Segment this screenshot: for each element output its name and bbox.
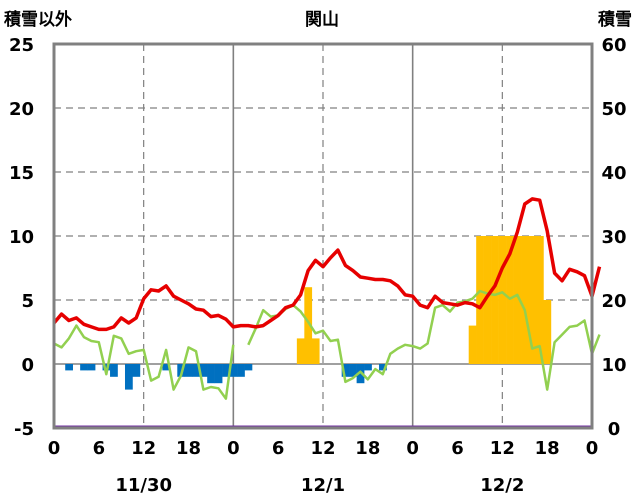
right-tick-label: 20	[601, 291, 626, 312]
x-tick-label: 12	[131, 438, 156, 459]
red-series-line	[52, 197, 602, 332]
right-tick-label: 40	[601, 163, 626, 184]
left-tick-label: 25	[9, 35, 34, 56]
blue-bar	[244, 364, 253, 371]
blue-bar	[65, 364, 73, 371]
left-tick-label: -5	[14, 419, 34, 440]
x-tick-label: 18	[535, 438, 560, 459]
chart-title: 関山	[305, 10, 339, 30]
date-label: 12/1	[301, 475, 345, 496]
blue-bar	[237, 364, 245, 377]
snow-bar	[543, 300, 552, 364]
right-tick-label: 50	[601, 99, 626, 120]
blue-bar	[87, 364, 96, 371]
blue-bar	[207, 364, 215, 384]
snow-bar	[535, 236, 544, 364]
x-tick-label: 0	[48, 438, 61, 459]
x-tick-label: 0	[227, 438, 240, 459]
x-tick-label: 6	[272, 438, 285, 459]
x-tick-label: 0	[586, 438, 599, 459]
date-label: 11/30	[115, 475, 172, 496]
snow-bar	[491, 236, 499, 364]
green-series-line	[53, 289, 601, 400]
blue-bar	[214, 364, 223, 384]
x-tick-label: 18	[176, 438, 201, 459]
left-tick-label: 15	[9, 163, 34, 184]
right-tick-label: 10	[601, 355, 626, 376]
snow-bar	[513, 236, 522, 364]
snow-bar	[296, 338, 305, 364]
blue-bar	[364, 364, 372, 371]
snow-bar	[476, 236, 484, 364]
snow-bar	[498, 236, 507, 364]
snow-bar	[521, 236, 529, 364]
blue-bar	[349, 364, 357, 377]
snow-bar	[483, 236, 492, 364]
date-label: 12/2	[480, 475, 524, 496]
right-tick-label: 60	[601, 35, 626, 56]
blue-bar	[222, 364, 230, 377]
right-tick-label: 0	[608, 419, 621, 440]
snow-bar	[304, 287, 313, 364]
blue-bar	[124, 364, 133, 390]
blue-bar	[162, 364, 171, 371]
left-tick-label: 10	[9, 227, 34, 248]
snow-bar	[311, 338, 320, 364]
left-tick-label: 5	[21, 291, 34, 312]
blue-bar	[341, 364, 350, 377]
blue-bar	[229, 364, 238, 377]
x-tick-label: 12	[490, 438, 515, 459]
blue-bar	[80, 364, 88, 371]
x-tick-label: 6	[451, 438, 464, 459]
x-tick-label: 0	[406, 438, 419, 459]
blue-bar	[192, 364, 201, 377]
right-axis-title: 積雪	[598, 9, 632, 30]
left-axis-title: 積雪以外	[4, 9, 72, 30]
blue-bar	[184, 364, 193, 377]
blue-bar	[199, 364, 208, 377]
plot-area	[52, 44, 602, 429]
snow-bar	[506, 236, 514, 364]
blue-bar	[132, 364, 141, 377]
snow-bar	[528, 236, 537, 364]
blue-bar	[379, 364, 387, 371]
snow-bar	[468, 325, 477, 364]
x-tick-label: 6	[93, 438, 106, 459]
blue-bar	[110, 364, 118, 377]
x-tick-label: 18	[355, 438, 380, 459]
plot-frame	[52, 42, 594, 430]
right-tick-label: 30	[601, 227, 626, 248]
x-tick-label: 12	[310, 438, 335, 459]
left-tick-label: 0	[21, 355, 34, 376]
left-tick-label: 20	[9, 99, 34, 120]
